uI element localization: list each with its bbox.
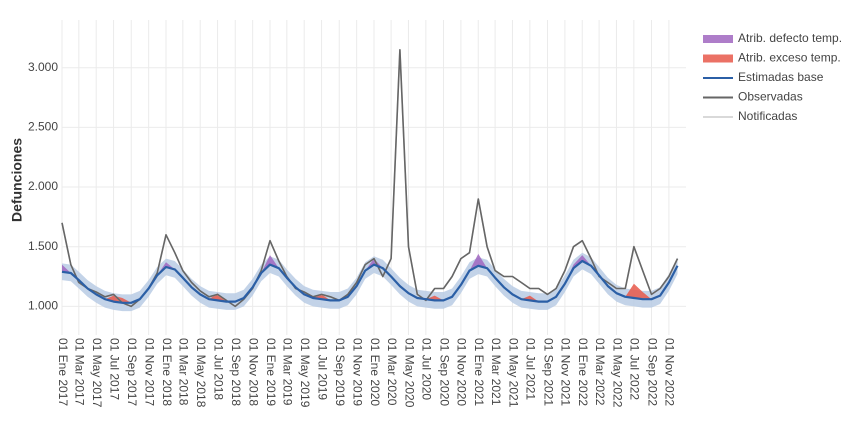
x-tick-label: 01 Nov 2019 <box>350 338 364 406</box>
x-tick-label: 01 Ene 2021 <box>472 338 486 406</box>
series-line <box>61 259 679 304</box>
x-tick-label: 01 Mar 2021 <box>489 338 503 406</box>
x-tick-label: 01 Jul 2020 <box>420 338 434 400</box>
x-tick-label: 01 Ene 2022 <box>576 338 590 406</box>
x-tick-label: 01 Sep 2022 <box>645 338 659 406</box>
x-tick-label: 01 May 2022 <box>610 338 624 408</box>
x-tick-label: 01 Nov 2020 <box>455 338 469 406</box>
x-tick-label: 01 Mar 2019 <box>281 338 295 406</box>
legend-label: Observadas <box>738 90 803 104</box>
y-tick-label: 2.000 <box>28 179 58 193</box>
y-tick-label: 2.500 <box>28 120 58 134</box>
x-tick-label: 01 May 2020 <box>402 338 416 408</box>
y-tick-label: 3.000 <box>28 60 58 74</box>
legend-label: Atrib. exceso temp. <box>738 51 841 65</box>
x-tick-label: 01 Nov 2021 <box>559 338 573 406</box>
legend-label: Notificadas <box>738 109 797 123</box>
x-tick-label: 01 May 2017 <box>90 338 104 408</box>
x-tick-label: 01 Sep 2019 <box>333 338 347 406</box>
x-tick-label: 01 Sep 2017 <box>125 338 139 406</box>
x-tick-label: 01 May 2021 <box>506 338 520 408</box>
x-tick-label: 01 Mar 2022 <box>593 338 607 406</box>
x-tick-label: 01 Nov 2017 <box>142 338 156 406</box>
y-axis-title: Defunciones <box>9 138 25 222</box>
legend-swatch <box>703 54 733 63</box>
x-tick-label: 01 Jul 2017 <box>107 338 121 400</box>
x-tick-label: 01 Nov 2022 <box>663 338 677 406</box>
x-tick-label: 01 May 2019 <box>298 338 312 408</box>
x-tick-label: 01 Sep 2020 <box>437 338 451 406</box>
x-tick-label: 01 Ene 2018 <box>160 338 174 406</box>
legend-swatch <box>703 35 733 43</box>
x-tick-label: 01 Mar 2020 <box>385 338 399 406</box>
x-tick-label: 01 Jul 2019 <box>315 338 329 400</box>
x-tick-label: 01 Jul 2018 <box>211 338 225 400</box>
x-tick-label: 01 Mar 2017 <box>73 338 87 406</box>
x-tick-label: 01 Nov 2018 <box>246 338 260 406</box>
series-line <box>61 49 679 308</box>
y-tick-label: 1.000 <box>28 299 58 313</box>
x-tick-label: 01 Ene 2017 <box>56 338 70 406</box>
x-tick-label: 01 Sep 2018 <box>229 338 243 406</box>
x-tick-label: 01 Jul 2021 <box>524 338 538 400</box>
y-tick-label: 1.500 <box>28 239 58 253</box>
legend-label: Atrib. defecto temp. <box>738 31 842 45</box>
x-tick-label: 01 Ene 2019 <box>264 338 278 406</box>
x-tick-label: 01 May 2018 <box>194 338 208 408</box>
x-tick-label: 01 Sep 2021 <box>541 338 555 406</box>
x-tick-label: 01 Mar 2018 <box>177 338 191 406</box>
x-tick-label: 01 Ene 2020 <box>368 338 382 406</box>
x-tick-label: 01 Jul 2022 <box>628 338 642 400</box>
legend-label: Estimadas base <box>738 70 824 84</box>
